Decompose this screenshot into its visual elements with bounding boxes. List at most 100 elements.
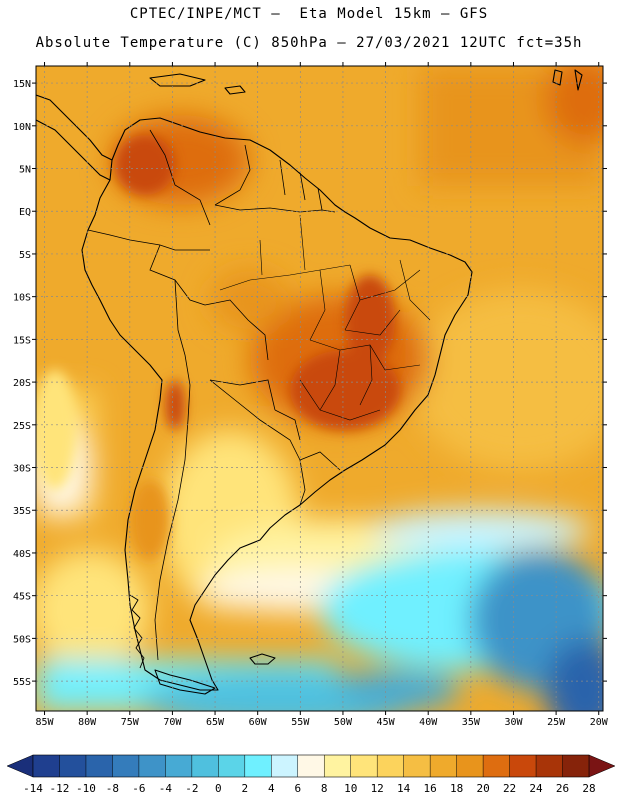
border-venezuela-guyana [214,144,251,206]
lon-tick-label: 20W [590,717,609,728]
lat-tick-label: 15S [13,335,31,346]
colorbar-label: 18 [450,782,463,795]
border-argentina-uruguay [299,459,306,506]
lon-tick-label: 35W [462,717,481,728]
lat-tick-label: 55S [13,677,31,688]
colorbar-swatch [244,755,272,777]
lat-tick-label: 10S [13,293,31,304]
colorbar-label: 8 [321,782,328,795]
colorbar-swatch [85,755,113,777]
colorbar-label: -6 [132,782,145,795]
colorbar-high-arrow [588,754,616,778]
colorbar-swatch [456,755,484,777]
chile-fjords [129,594,145,669]
lon-tick-label: 30W [504,717,523,728]
border-bolivia-brazil [204,299,269,361]
colorbar-swatch [112,755,140,777]
colorbar-label: 6 [294,782,301,795]
colorbar-swatch [33,755,60,777]
colorbar-label: 20 [476,782,489,795]
colorbar-label: 0 [215,782,222,795]
colorbar-swatch [191,755,219,777]
colorbar-label: 2 [241,782,248,795]
lon-tick-label: 50W [334,717,353,728]
brazil-state-borders [219,214,431,421]
lat-tick-label: 10N [13,122,31,133]
border-colombia-peru [87,229,210,251]
colorbar-label: 16 [424,782,437,795]
field-warm-chile [130,480,170,560]
colorbar-label: -8 [106,782,119,795]
lat-tick-label: 35S [13,506,31,517]
lon-tick-label: 45W [377,717,396,728]
field-cool-pacific-edge [36,370,77,490]
field-hot-colombia [115,135,175,195]
title-line-2: Absolute Temperature (C) 850hPa – 27/03/… [35,35,583,51]
border-argentina-paraguay [209,379,301,461]
border-chile-argentina [154,354,191,661]
lat-tick-label: 20S [13,378,31,389]
field-pale-blue-band [370,510,590,550]
field-deep-blue-corner [545,640,603,711]
lon-tick-label: 65W [206,717,225,728]
colorbar-label: -12 [50,782,70,795]
colorbar-label: 28 [582,782,595,795]
central-america-coastline [36,94,113,181]
colorbar-label: -10 [76,782,96,795]
colorbar-label: 22 [503,782,516,795]
colorbar-label: 4 [268,782,275,795]
field-blue-basin [340,670,460,710]
lat-tick-label: 15N [13,79,31,90]
map-frame [35,65,604,712]
field-warm-bolivia [210,270,290,330]
field-mid-atlantic [410,290,603,470]
colorbar-label: 14 [397,782,411,795]
lon-tick-label: 55W [291,717,310,728]
temperature-field [36,66,603,711]
axis-ticks: 85W 80W 75W 70W 65W 60W 55W 50W 45W 40W 35W 30W 25W 2… [13,62,609,728]
lat-tick-label: 50S [13,634,31,645]
colorbar-swatch [165,755,193,777]
colorbar-label: 26 [556,782,569,795]
lon-tick-label: 60W [249,717,268,728]
colorbar-frame [32,754,590,778]
lon-tick-label: 70W [163,717,182,728]
lat-tick-label: EQ [19,207,31,218]
falkland-islands [249,653,276,665]
colorbar-swatch [297,755,325,777]
lat-tick-label: 45S [13,592,31,603]
colorbar: -14 -12 -10 -8 -6 -4 -2 0 2 4 6 8 10 12 14 16 18 20 22 24 26… [6,754,616,795]
colorbar-label: 10 [344,782,357,795]
field-hot-atacama [165,380,185,430]
border-brazil-uruguay [299,451,341,471]
lat-tick-label: 25S [13,421,31,432]
colorbar-swatch [59,755,87,777]
lon-tick-label: 85W [35,717,54,728]
field-hottest-core [290,350,400,430]
lat-tick-label: 40S [13,549,31,560]
colorbar-swatch [536,755,563,777]
colorbar-swatch [138,755,166,777]
lon-tick-label: 25W [547,717,566,728]
colorbar-swatch [483,755,510,777]
lat-tick-label: 30S [13,464,31,475]
colorbar-swatch [562,755,590,777]
colorbar-swatch [430,755,457,777]
field-hot-northeast-corner [545,66,603,145]
south-america-coastline [81,117,473,691]
lon-tick-label: 80W [78,717,97,728]
colorbar-swatch [218,755,246,777]
lon-tick-label: 40W [419,717,438,728]
tierra-del-fuego [154,669,216,695]
border-colombia-venezuela [149,129,211,226]
field-hot-core-north [345,275,395,365]
colorbar-swatch [509,755,537,777]
border-guianas [279,159,323,211]
colorbar-label: -14 [23,782,43,795]
colorbar-swatch [377,755,404,777]
colorbar-low-arrow [6,754,34,778]
colorbar-swatch [271,755,299,777]
country-borders [87,129,431,661]
colorbar-swatch [350,755,378,777]
